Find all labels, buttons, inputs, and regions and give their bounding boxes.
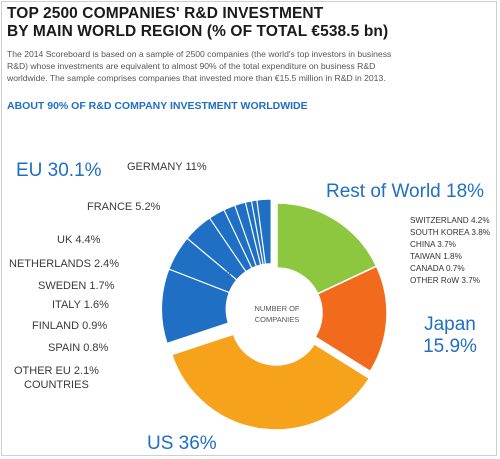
- eu-label-other-line-1: OTHER EU 2.1%: [14, 365, 99, 377]
- row-label-south-korea: SOUTH KOREA 3.8%: [410, 228, 491, 237]
- eu-segment-divider-6: [244, 201, 262, 266]
- region-label-eu: EU 30.1%: [16, 160, 102, 181]
- eu-label-germany: GERMANY 11%: [127, 161, 207, 173]
- description-line-2: R&D) whose investments are equivalent to…: [7, 61, 376, 71]
- chart-title-line-2: BY MAIN WORLD REGION (% OF TOTAL €538.5 …: [7, 23, 389, 40]
- eu-segment-divider-1: [168, 268, 230, 294]
- chart-subtitle: ABOUT 90% OF R&D COMPANY INVESTMENT WORL…: [7, 100, 308, 112]
- eu-segment-divider-3: [208, 217, 247, 273]
- region-label-rest-of-world: Rest of World 18%: [326, 181, 485, 202]
- row-label-china: CHINA 3.7%: [410, 240, 456, 249]
- eu-label-other-line-2: COUNTRIES: [24, 379, 89, 391]
- donut-slice-eu: [160, 198, 273, 345]
- row-label-other-row: OTHER RoW 3.7%: [410, 276, 481, 285]
- eu-label-spain: SPAIN 0.8%: [48, 342, 109, 354]
- region-label-japan-name: Japan: [424, 314, 476, 335]
- region-label-japan: Japan 15.9%: [420, 314, 480, 358]
- eu-label-other: OTHER EU 2.1% COUNTRIES: [14, 364, 99, 392]
- company-count-us: 804: [261, 374, 278, 385]
- eu-segment-divider-7: [250, 200, 264, 265]
- eu-segment-divider-5: [234, 204, 257, 267]
- donut-hole: [233, 269, 321, 357]
- donut-slice-row: [276, 202, 378, 295]
- company-count-japan: 387: [339, 313, 356, 324]
- chart-title: TOP 2500 COMPANIES' R&D INVESTMENT BY MA…: [7, 5, 487, 41]
- eu-segment-divider-4: [223, 209, 253, 269]
- region-label-japan-value: 15.9%: [423, 336, 477, 357]
- description-line-3: worldwide. The sample comprises companie…: [7, 73, 386, 83]
- donut-slice-us: [170, 333, 371, 431]
- eu-label-finland: FINLAND 0.9%: [32, 320, 108, 332]
- row-label-switzerland: SWITZERLAND 4.2%: [410, 216, 490, 225]
- center-label-line-1: NUMBER OF: [255, 304, 300, 313]
- description-line-1: The 2014 Scoreboard is based on a sample…: [7, 49, 392, 59]
- eu-label-uk: UK 4.4%: [57, 234, 101, 246]
- eu-label-france: FRANCE 5.2%: [87, 201, 161, 213]
- center-label-line-2: COMPANIES: [255, 315, 299, 324]
- row-label-taiwan: TAIWAN 1.8%: [410, 252, 462, 261]
- eu-segment-divider-2: [186, 237, 238, 281]
- eu-label-sweden: SWEDEN 1.7%: [38, 280, 115, 292]
- company-count-eu: 633: [214, 270, 231, 281]
- chart-description: The 2014 Scoreboard is based on a sample…: [7, 48, 487, 84]
- eu-label-italy: ITALY 1.6%: [52, 299, 109, 311]
- company-count-row: 676: [305, 252, 322, 263]
- eu-segment-divider-8: [256, 199, 266, 265]
- region-label-us: US 36%: [147, 433, 217, 454]
- chart-title-line-1: TOP 2500 COMPANIES' R&D INVESTMENT: [7, 5, 324, 22]
- donut-slice-japan: [314, 265, 388, 373]
- eu-label-netherlands: NETHERLANDS 2.4%: [9, 258, 120, 270]
- row-label-canada: CANADA 0.7%: [410, 264, 465, 273]
